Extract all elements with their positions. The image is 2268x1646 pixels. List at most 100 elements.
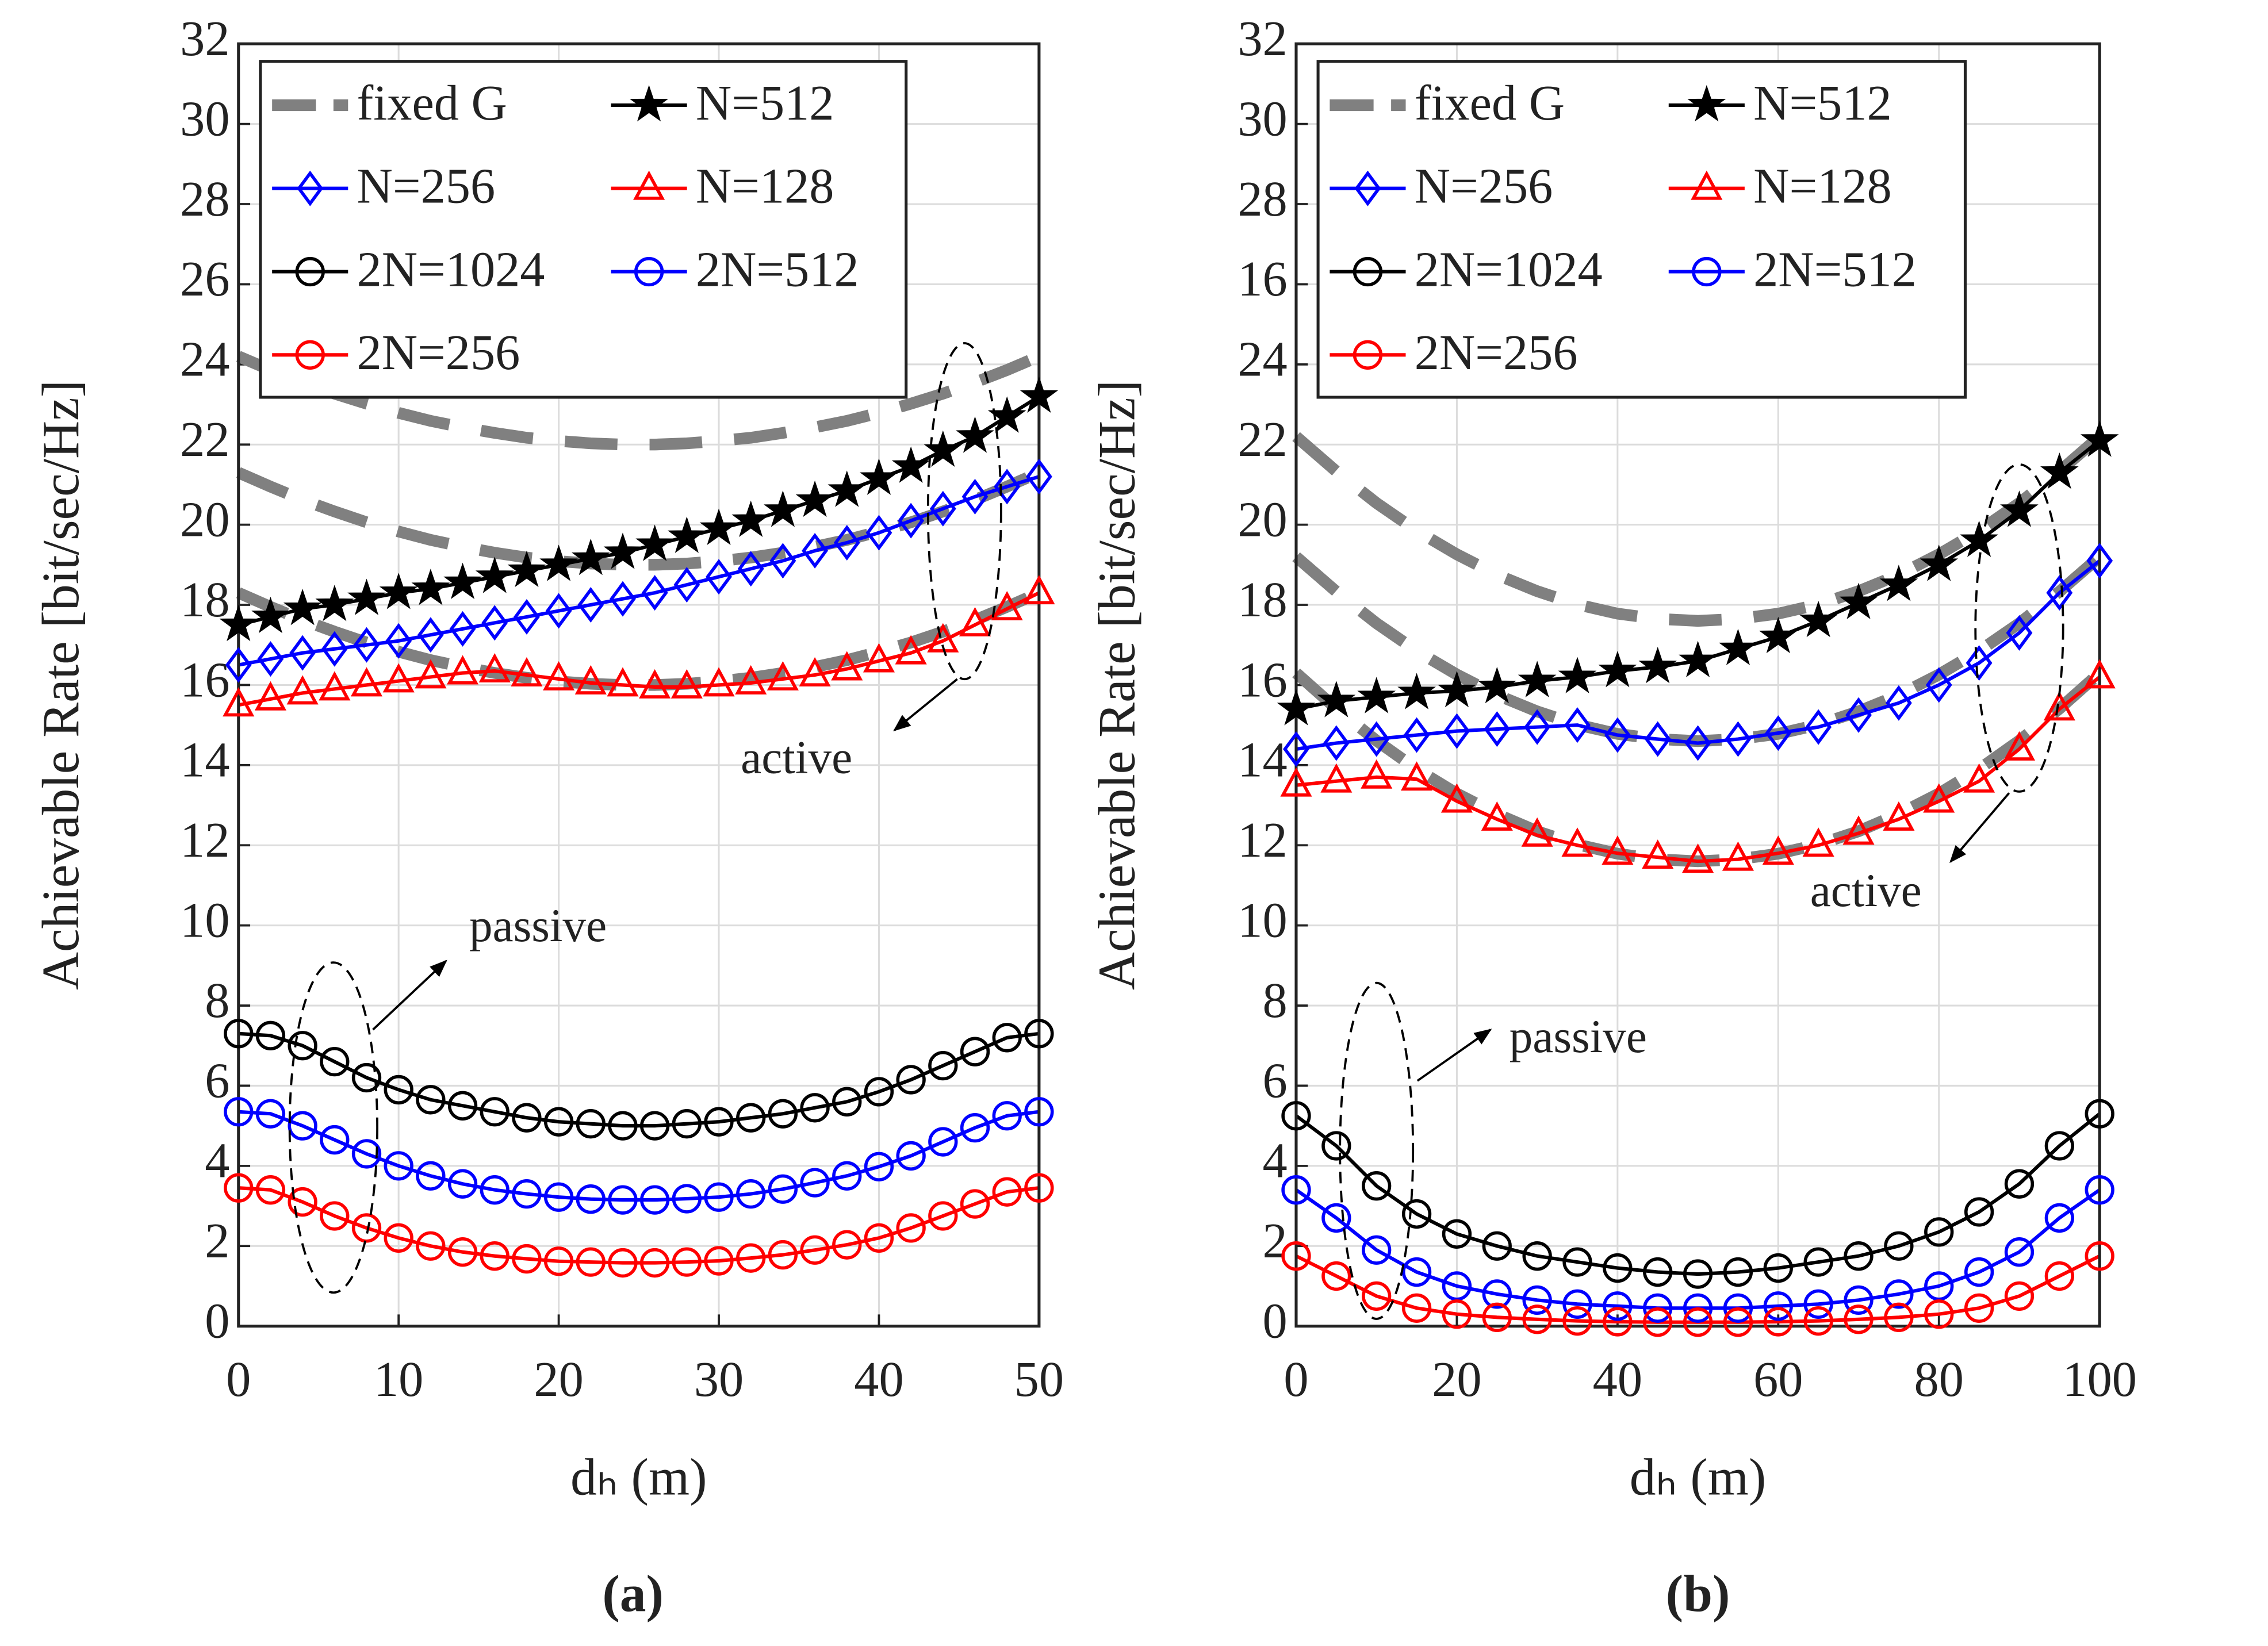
y-tick-label: 30	[1238, 91, 1287, 146]
marker	[1281, 1175, 1311, 1205]
marker	[2044, 1261, 2074, 1291]
marker	[764, 490, 802, 527]
dashed-curve	[236, 351, 1041, 451]
marker	[382, 663, 415, 693]
marker	[351, 1139, 382, 1169]
marker	[768, 1174, 798, 1204]
marker	[1521, 817, 1553, 847]
x-tick-label: 80	[1914, 1352, 1964, 1407]
marker	[896, 1213, 926, 1243]
marker	[1844, 1304, 1874, 1334]
legend-marker	[633, 170, 665, 200]
legend-box	[259, 60, 908, 399]
marker	[1642, 839, 1674, 869]
x-tick-label: 40	[1593, 1352, 1642, 1407]
marker	[223, 687, 255, 717]
marker	[512, 1244, 542, 1274]
series-line	[1295, 1254, 2101, 1324]
x-tick-label: 10	[374, 1352, 423, 1407]
marker	[1481, 801, 1513, 831]
marker	[608, 1185, 638, 1215]
marker	[320, 1201, 350, 1231]
marker	[545, 593, 572, 629]
dashed-curve	[1292, 552, 2104, 747]
marker	[417, 617, 444, 653]
marker	[1684, 725, 1711, 761]
marker	[2080, 420, 2119, 457]
marker	[1024, 1173, 1054, 1203]
marker	[1024, 1019, 1054, 1049]
y-tick-label: 16	[180, 652, 229, 707]
marker	[961, 478, 989, 515]
marker	[2004, 1281, 2035, 1311]
marker	[1604, 717, 1631, 753]
marker	[860, 458, 898, 495]
marker	[2044, 1131, 2074, 1161]
marker	[1723, 1257, 1753, 1287]
legend-label: N=128	[696, 159, 834, 214]
marker	[384, 1223, 413, 1253]
marker	[577, 587, 604, 623]
marker	[831, 651, 863, 681]
marker	[736, 1103, 766, 1133]
marker	[1562, 1289, 1592, 1319]
marker	[1283, 731, 1309, 767]
marker	[415, 659, 447, 689]
marker	[673, 567, 700, 603]
marker	[1357, 677, 1396, 713]
marker	[1522, 1304, 1552, 1334]
marker	[255, 1175, 286, 1205]
marker	[539, 544, 578, 581]
marker	[411, 569, 450, 605]
legend-label: N=256	[357, 159, 496, 214]
caption: (b)	[1666, 1565, 1730, 1623]
marker	[321, 631, 348, 667]
marker	[1803, 1306, 1833, 1336]
legend-marker	[295, 340, 325, 370]
marker	[800, 1093, 830, 1123]
marker	[987, 396, 1026, 433]
y-tick-label: 24	[1238, 332, 1287, 387]
x-axis-label: dₕ (m)	[570, 1448, 707, 1506]
marker	[1723, 1293, 1753, 1323]
annotation: active	[741, 732, 852, 784]
marker	[1524, 709, 1551, 745]
marker	[1442, 1299, 1472, 1329]
marker	[1401, 761, 1433, 791]
marker	[1844, 1241, 1874, 1271]
legend-label: fixed G	[357, 75, 507, 131]
marker	[1845, 697, 1872, 733]
marker	[320, 1046, 350, 1077]
y-tick-label: 8	[205, 973, 229, 1028]
marker	[833, 525, 860, 561]
legend-marker	[1691, 170, 1723, 200]
marker	[1598, 650, 1637, 688]
marker	[737, 551, 764, 587]
annotation-arrow	[1416, 1029, 1492, 1082]
marker	[1923, 783, 1955, 813]
marker	[225, 647, 252, 683]
marker	[668, 516, 706, 553]
y-tick-label: 14	[1238, 732, 1287, 788]
marker	[1362, 1171, 1392, 1201]
marker	[511, 657, 543, 686]
marker	[1885, 685, 1912, 721]
marker	[1277, 689, 1316, 726]
dashed-curve	[1292, 432, 2104, 627]
marker	[1482, 1231, 1512, 1261]
marker	[960, 1112, 990, 1143]
marker	[891, 446, 930, 483]
marker	[924, 430, 963, 467]
marker	[1558, 657, 1597, 693]
marker	[928, 1201, 958, 1231]
x-tick-label: 50	[1014, 1352, 1064, 1407]
marker	[1024, 1097, 1054, 1127]
marker	[865, 515, 892, 551]
marker	[1438, 670, 1476, 708]
marker	[1441, 783, 1473, 813]
marker	[960, 1189, 990, 1219]
marker	[379, 573, 418, 609]
marker	[1484, 711, 1511, 747]
marker	[1564, 707, 1591, 743]
